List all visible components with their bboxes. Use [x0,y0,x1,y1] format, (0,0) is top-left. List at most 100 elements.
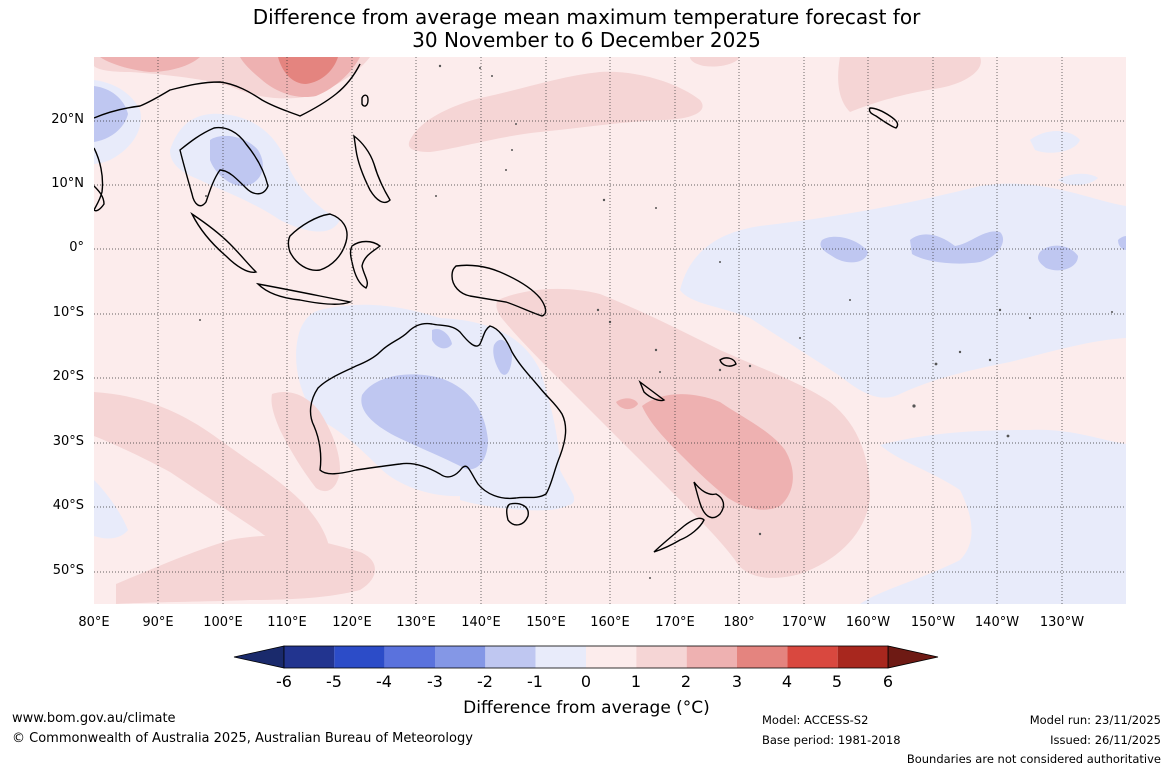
lon-label-120e: 120°E [332,615,372,630]
colorbar-tick: 6 [882,672,894,691]
coastline-hawaii [868,107,899,129]
colorbar-tick: -3 [427,672,443,691]
colder-region-gulf [432,328,452,349]
model-run-text: Model run: 23/11/2025 [1029,713,1161,727]
coastline-india [94,147,104,211]
warmer-region-small [616,398,638,410]
colorbar-tick: 2 [680,672,692,691]
warmer-region-tasman [642,394,793,510]
cool-region-equatorial-pacific [680,183,1126,398]
coastline-indochina [179,126,269,207]
warm-region-north-pacific-2 [690,57,740,67]
colorbar-tick: 3 [731,672,743,691]
colorbar-under-triangle [233,645,285,669]
lat-label-10s: 10°S [52,305,84,320]
coastline-sumatra [190,211,258,273]
colorbar-tick: -2 [477,672,493,691]
lon-label-80e: 80°E [78,615,110,630]
lat-label-50s: 50°S [52,563,84,578]
cool-region-southeast-pacific [860,429,1126,604]
lon-label-110e: 110°E [267,615,307,630]
colder-region-pacific-1 [820,236,868,263]
lon-label-180: 180° [723,615,755,630]
lon-label-130e: 130°E [396,615,436,630]
website-link[interactable]: www.bom.gov.au/climate [12,711,176,726]
colorbar-bin [636,646,687,668]
colorbar-tick: 4 [781,672,793,691]
coastline-tasmania [505,502,529,526]
lat-label-40s: 40°S [52,498,84,513]
lon-label-90e: 90°E [142,615,174,630]
colorbar-bin [284,646,335,668]
colder-region-pacific-4 [1118,236,1126,250]
lon-label-130w: 130°W [1039,615,1085,630]
model-text: Model: ACCESS-S2 [762,713,869,727]
colorbar-tick: -6 [276,672,292,691]
warm-region-northeast-pacific [838,57,981,112]
colder-region-central-australia [361,374,488,470]
warmer-region-north [100,57,200,72]
disclaimer-text: Boundaries are not considered authoritat… [906,752,1161,766]
copyright-text: © Commonwealth of Australia 2025, Austra… [12,731,473,746]
colorbar-bin [787,646,838,668]
lon-label-150e: 150°E [526,615,566,630]
colorbar-bin [384,646,435,668]
colorbar-bin [435,646,486,668]
base-period-text: Base period: 1981-2018 [762,733,901,747]
colorbar-bin [837,646,888,668]
coastline-new-zealand-south [653,517,705,553]
lat-label-20s: 20°S [52,369,84,384]
colder-region-bay-of-bengal [94,86,128,142]
coastline-borneo [287,213,348,271]
lon-label-150w: 150°W [910,615,956,630]
colorbar-bin [334,646,385,668]
coastline-sulawesi [349,240,382,289]
colorbar-bin [485,646,536,668]
lat-label-0: 0° [69,240,84,255]
warm-region-southern-ocean [116,535,375,604]
coastline-new-zealand-north [693,481,725,519]
warm-region-indian-ocean [94,392,330,557]
coastline-taiwan [361,94,369,107]
coastline-china [94,63,361,119]
lat-label-10n: 10°N [51,176,84,191]
lon-label-100e: 100°E [203,615,243,630]
chart-title-line1: Difference from average mean maximum tem… [252,5,921,29]
colorbar-bin [686,646,737,668]
colorbar [233,645,939,669]
colder-region-pacific-3 [1038,245,1078,271]
graticule [94,57,1126,604]
colorbar-tick: -1 [527,672,543,691]
lon-label-160w: 160°W [845,615,891,630]
cool-region-north-pacific-2 [1058,173,1098,186]
lon-label-160e: 160°E [590,615,630,630]
forecast-map [94,57,1126,604]
lon-label-140e: 140°E [461,615,501,630]
coastline-fiji [719,357,737,367]
colorbar-tick: -5 [326,672,342,691]
colorbar-bin [535,646,586,668]
colorbar-tick: 0 [580,672,592,691]
lat-label-30s: 30°S [52,434,84,449]
colorbar-tick: 1 [630,672,642,691]
chart-title-line2: 30 November to 6 December 2025 [412,28,761,52]
coastline-java [255,282,353,305]
warmest-region-china [278,57,338,84]
coastline-philippines [353,134,391,204]
colorbar-tick: 5 [831,672,843,691]
colorbar-bin [586,646,637,668]
colorbar-bin [737,646,788,668]
colder-region-coral-sea [493,339,512,375]
lon-label-170w: 170°W [781,615,827,630]
coastline-new-guinea [451,264,547,317]
lon-label-170e: 170°E [655,615,695,630]
coastline-sri-lanka [94,185,105,212]
warm-region-north-pacific [408,71,703,152]
colorbar-tick: -4 [376,672,392,691]
lon-label-140w: 140°W [974,615,1020,630]
colorbar-over-triangle [887,645,939,669]
coastline-australia [309,322,567,500]
lat-label-20n: 20°N [51,112,84,127]
warm-region-west-australia [271,392,340,492]
issued-text: Issued: 26/11/2025 [1050,733,1161,747]
